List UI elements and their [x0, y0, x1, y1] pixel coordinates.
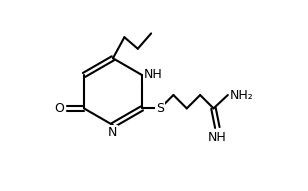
Text: N: N [108, 126, 118, 139]
Text: NH₂: NH₂ [230, 88, 253, 102]
Text: S: S [156, 102, 164, 115]
Text: NH: NH [208, 131, 227, 144]
Text: NH: NH [144, 68, 163, 82]
Text: O: O [54, 102, 64, 115]
